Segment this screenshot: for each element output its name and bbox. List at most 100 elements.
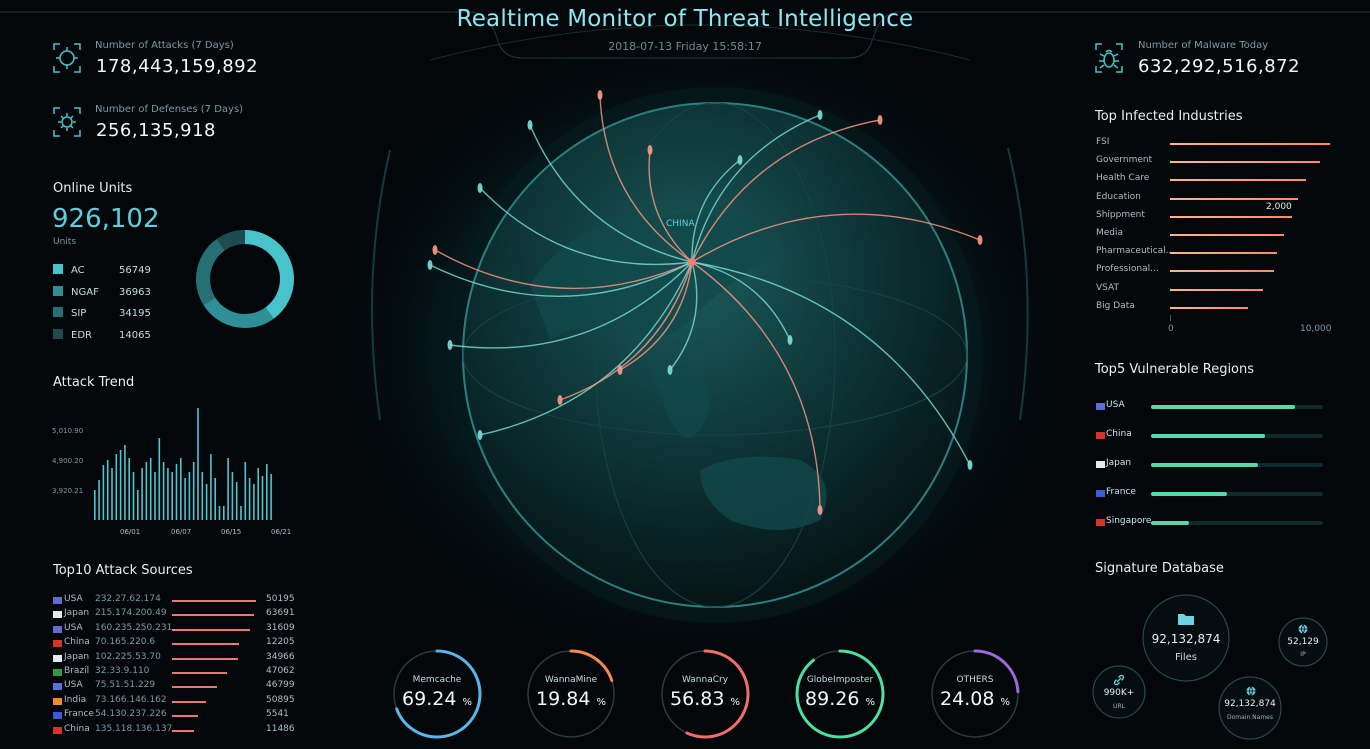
- signature-ip-label: IP: [1300, 651, 1306, 658]
- donut-slice-ngaf: [196, 230, 294, 328]
- attack-arc: [449, 261, 693, 349]
- gauge-name: GlobeImposter: [806, 675, 874, 685]
- gauge-number: 24.08: [940, 688, 995, 710]
- signature-bubbles: [1092, 594, 1328, 740]
- source-bar: [172, 729, 194, 732]
- source-count: 50195: [266, 594, 295, 604]
- trend-bar: [240, 506, 242, 520]
- source-bar: [172, 657, 238, 660]
- legend-swatch: [53, 307, 63, 317]
- trend-bar: [214, 478, 216, 520]
- flag-icon: [53, 697, 62, 705]
- attack-trend-chart: 5,010.90 4,900.20 3,920.21 06/01 06/07 06/15 0…: [52, 408, 291, 536]
- attack-source-row: USA 160.235.250.231 31609: [53, 623, 298, 637]
- trend-bar: [235, 482, 238, 520]
- link-icon: [1114, 675, 1124, 685]
- attack-arc: [691, 213, 981, 263]
- online-units-donut-chart: [196, 230, 294, 328]
- industry-name: VSAT: [1096, 282, 1119, 293]
- online-unit-value: 56749: [119, 265, 151, 276]
- attack-arc: [669, 261, 698, 371]
- trend-bar: [184, 478, 186, 520]
- trend-bar: [98, 480, 100, 520]
- gauge-name: Memcache: [412, 675, 462, 685]
- trend-x-tick: 06/07: [171, 528, 191, 536]
- attack-marker: [647, 145, 653, 155]
- online-unit-name: NGAF: [71, 286, 99, 298]
- region-bar-track: [1151, 434, 1323, 438]
- attack-marker: [557, 395, 563, 405]
- trend-bar: [192, 462, 195, 520]
- attack-marker: [817, 505, 823, 515]
- signature-url-label: URL: [1113, 703, 1125, 710]
- source-ip: 232.27.62.174: [95, 594, 161, 604]
- gauge-value: 69.24 %: [392, 688, 482, 710]
- region-name: France: [1106, 487, 1136, 497]
- gauge-percent: %: [462, 697, 472, 708]
- online-unit-name: EDR: [71, 329, 92, 341]
- gauge-ring: [660, 649, 750, 739]
- signature-title: Signature Database: [1095, 561, 1224, 576]
- gauge-value: 56.83 %: [660, 688, 750, 710]
- flag-icon: [1096, 519, 1105, 526]
- trend-bar: [244, 462, 247, 520]
- gauge-number: 56.83: [670, 688, 725, 710]
- domain-globe-icon: [1246, 686, 1256, 696]
- region-bar-track: [1151, 492, 1323, 496]
- folder-icon: [1178, 614, 1194, 625]
- defenses-value: 256,135,918: [96, 120, 217, 141]
- trend-bar: [257, 468, 259, 520]
- source-bar: [172, 700, 207, 703]
- industry-row: VSAT: [1096, 283, 1336, 301]
- flag-icon: [1096, 432, 1105, 439]
- trend-bar: [188, 472, 191, 520]
- source-count: 50895: [266, 694, 295, 705]
- industry-name: Education: [1096, 191, 1141, 202]
- region-bar-track: [1151, 521, 1323, 525]
- source-bar: [172, 614, 255, 617]
- attack-source-row: USA 232.27.62.174 50195: [53, 594, 298, 608]
- trend-y-tick: 3,920.21: [52, 487, 83, 495]
- industries-title: Top Infected Industries: [1095, 109, 1243, 124]
- trend-bar: [266, 464, 268, 520]
- attack-trend-title: Attack Trend: [53, 375, 135, 390]
- source-count: 34966: [266, 651, 295, 662]
- malware-label: Number of Malware Today: [1138, 40, 1269, 51]
- attack-marker: [427, 260, 433, 270]
- online-units-title: Online Units: [53, 181, 133, 196]
- attack-arc: [529, 124, 693, 263]
- region-row: Singapore: [1096, 516, 1326, 530]
- source-ip: 102.225.53.70: [95, 651, 161, 662]
- attack-marker: [787, 335, 793, 345]
- flag-icon: [53, 726, 62, 734]
- industry-row: Pharmaceutical...: [1096, 246, 1336, 264]
- source-ip: 32.33.9.110: [95, 666, 150, 676]
- attack-arc: [619, 261, 693, 371]
- flag-icon: [53, 611, 62, 619]
- signature-files-value: 92,132,874: [1151, 632, 1221, 646]
- industry-name: Pharmaceutical...: [1096, 246, 1175, 257]
- source-count: 11486: [266, 723, 295, 734]
- gauge-value: 24.08 %: [930, 688, 1020, 710]
- gauge-value: 19.84 %: [526, 688, 616, 710]
- online-unit-item: EDR 14065: [53, 328, 151, 341]
- trend-bar: [111, 468, 113, 520]
- source-ip: 73.166.146.162: [95, 694, 167, 705]
- online-unit-value: 34195: [119, 308, 151, 319]
- attack-arc: [479, 187, 693, 266]
- legend-swatch: [53, 328, 63, 339]
- industry-bar: [1170, 179, 1306, 182]
- trend-bar: [132, 472, 135, 520]
- page-title: Realtime Monitor of Threat Intelligence: [456, 6, 914, 32]
- region-name: China: [1106, 429, 1132, 439]
- trend-bar: [223, 506, 225, 520]
- source-country: USA: [64, 680, 83, 691]
- gauge-arc: [392, 649, 482, 739]
- attack-source-row: USA 75.51.51.229 46799: [53, 680, 298, 694]
- trend-bar: [124, 445, 126, 520]
- attack-arc: [434, 249, 693, 290]
- region-bar: [1151, 434, 1265, 438]
- attack-marker: [477, 430, 483, 440]
- attack-source-row: Japan 215.174.200.49 63691: [53, 608, 298, 622]
- source-country: Brazil: [64, 666, 90, 676]
